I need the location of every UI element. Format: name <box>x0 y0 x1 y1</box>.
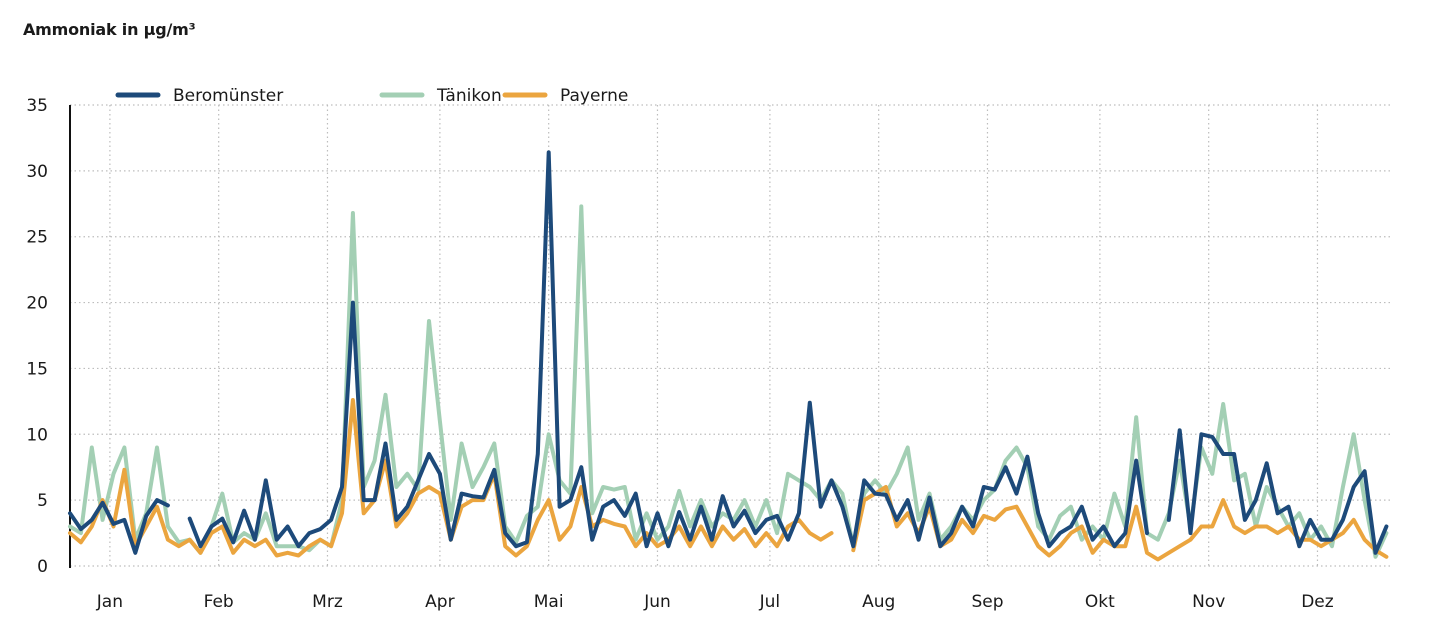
x-tick-label: Mai <box>534 592 564 612</box>
y-tick-label: 5 <box>37 491 48 511</box>
y-tick-label: 25 <box>26 228 48 248</box>
y-tick-label: 30 <box>26 162 48 182</box>
x-tick-label: Dez <box>1301 592 1334 612</box>
y-tick-label: 15 <box>26 359 48 379</box>
chart-title: Ammoniak in µg/m³ <box>23 20 196 39</box>
x-tick-label: Jun <box>643 592 671 612</box>
legend-label: Beromünster <box>173 86 283 106</box>
legend-label: Payerne <box>560 86 628 106</box>
x-tick-label: Apr <box>425 592 454 612</box>
y-tick-label: 10 <box>26 425 48 445</box>
y-tick-label: 20 <box>26 294 48 314</box>
x-tick-label: Sep <box>971 592 1003 612</box>
x-tick-label: Nov <box>1192 592 1225 612</box>
x-tick-label: Aug <box>862 592 895 612</box>
x-tick-label: Mrz <box>312 592 343 612</box>
x-tick-label: Jul <box>759 592 781 612</box>
series-line-beromünster <box>68 150 1389 555</box>
legend-label: Tänikon <box>436 86 502 106</box>
x-tick-label: Feb <box>204 592 234 612</box>
y-tick-label: 0 <box>37 557 48 577</box>
x-tick-label: Jan <box>96 592 123 612</box>
x-tick-label: Okt <box>1085 592 1115 612</box>
y-tick-label: 35 <box>26 96 48 116</box>
